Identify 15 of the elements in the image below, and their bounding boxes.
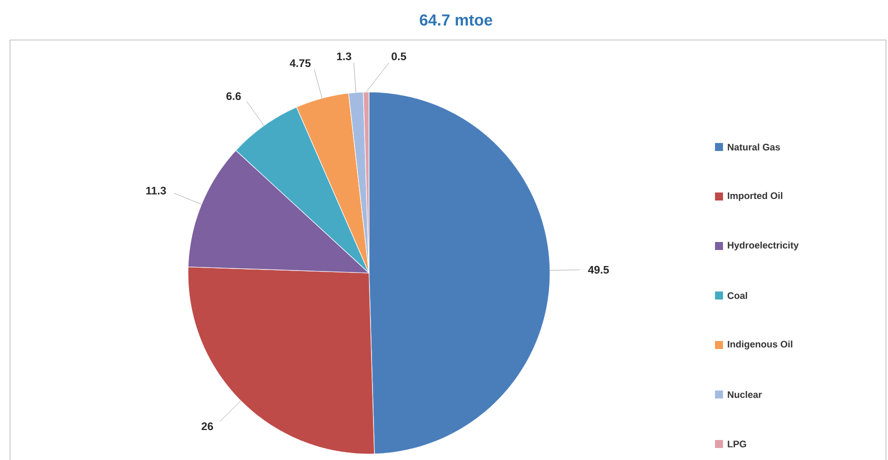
data-label: 49.5 — [588, 266, 609, 274]
data-label: 26 — [202, 422, 214, 430]
legend-label: Imported Oil — [728, 192, 782, 201]
data-label: 11.3 — [146, 186, 166, 195]
legend-label: Coal — [728, 292, 748, 299]
chart-title: 64.7 mtoe — [420, 14, 492, 26]
data-label: 0.5 — [392, 52, 406, 60]
legend-label: Nuclear — [728, 391, 762, 398]
legend-label: LPG — [728, 440, 746, 448]
legend-label: Hydroelectricity — [728, 242, 799, 250]
data-label: 1.3 — [337, 52, 352, 60]
legend-label: Indigenous Oil — [728, 340, 792, 350]
legend-label: Natural Gas — [728, 144, 780, 150]
data-label: 4.75 — [290, 59, 311, 68]
data-label: 6.6 — [226, 92, 241, 100]
